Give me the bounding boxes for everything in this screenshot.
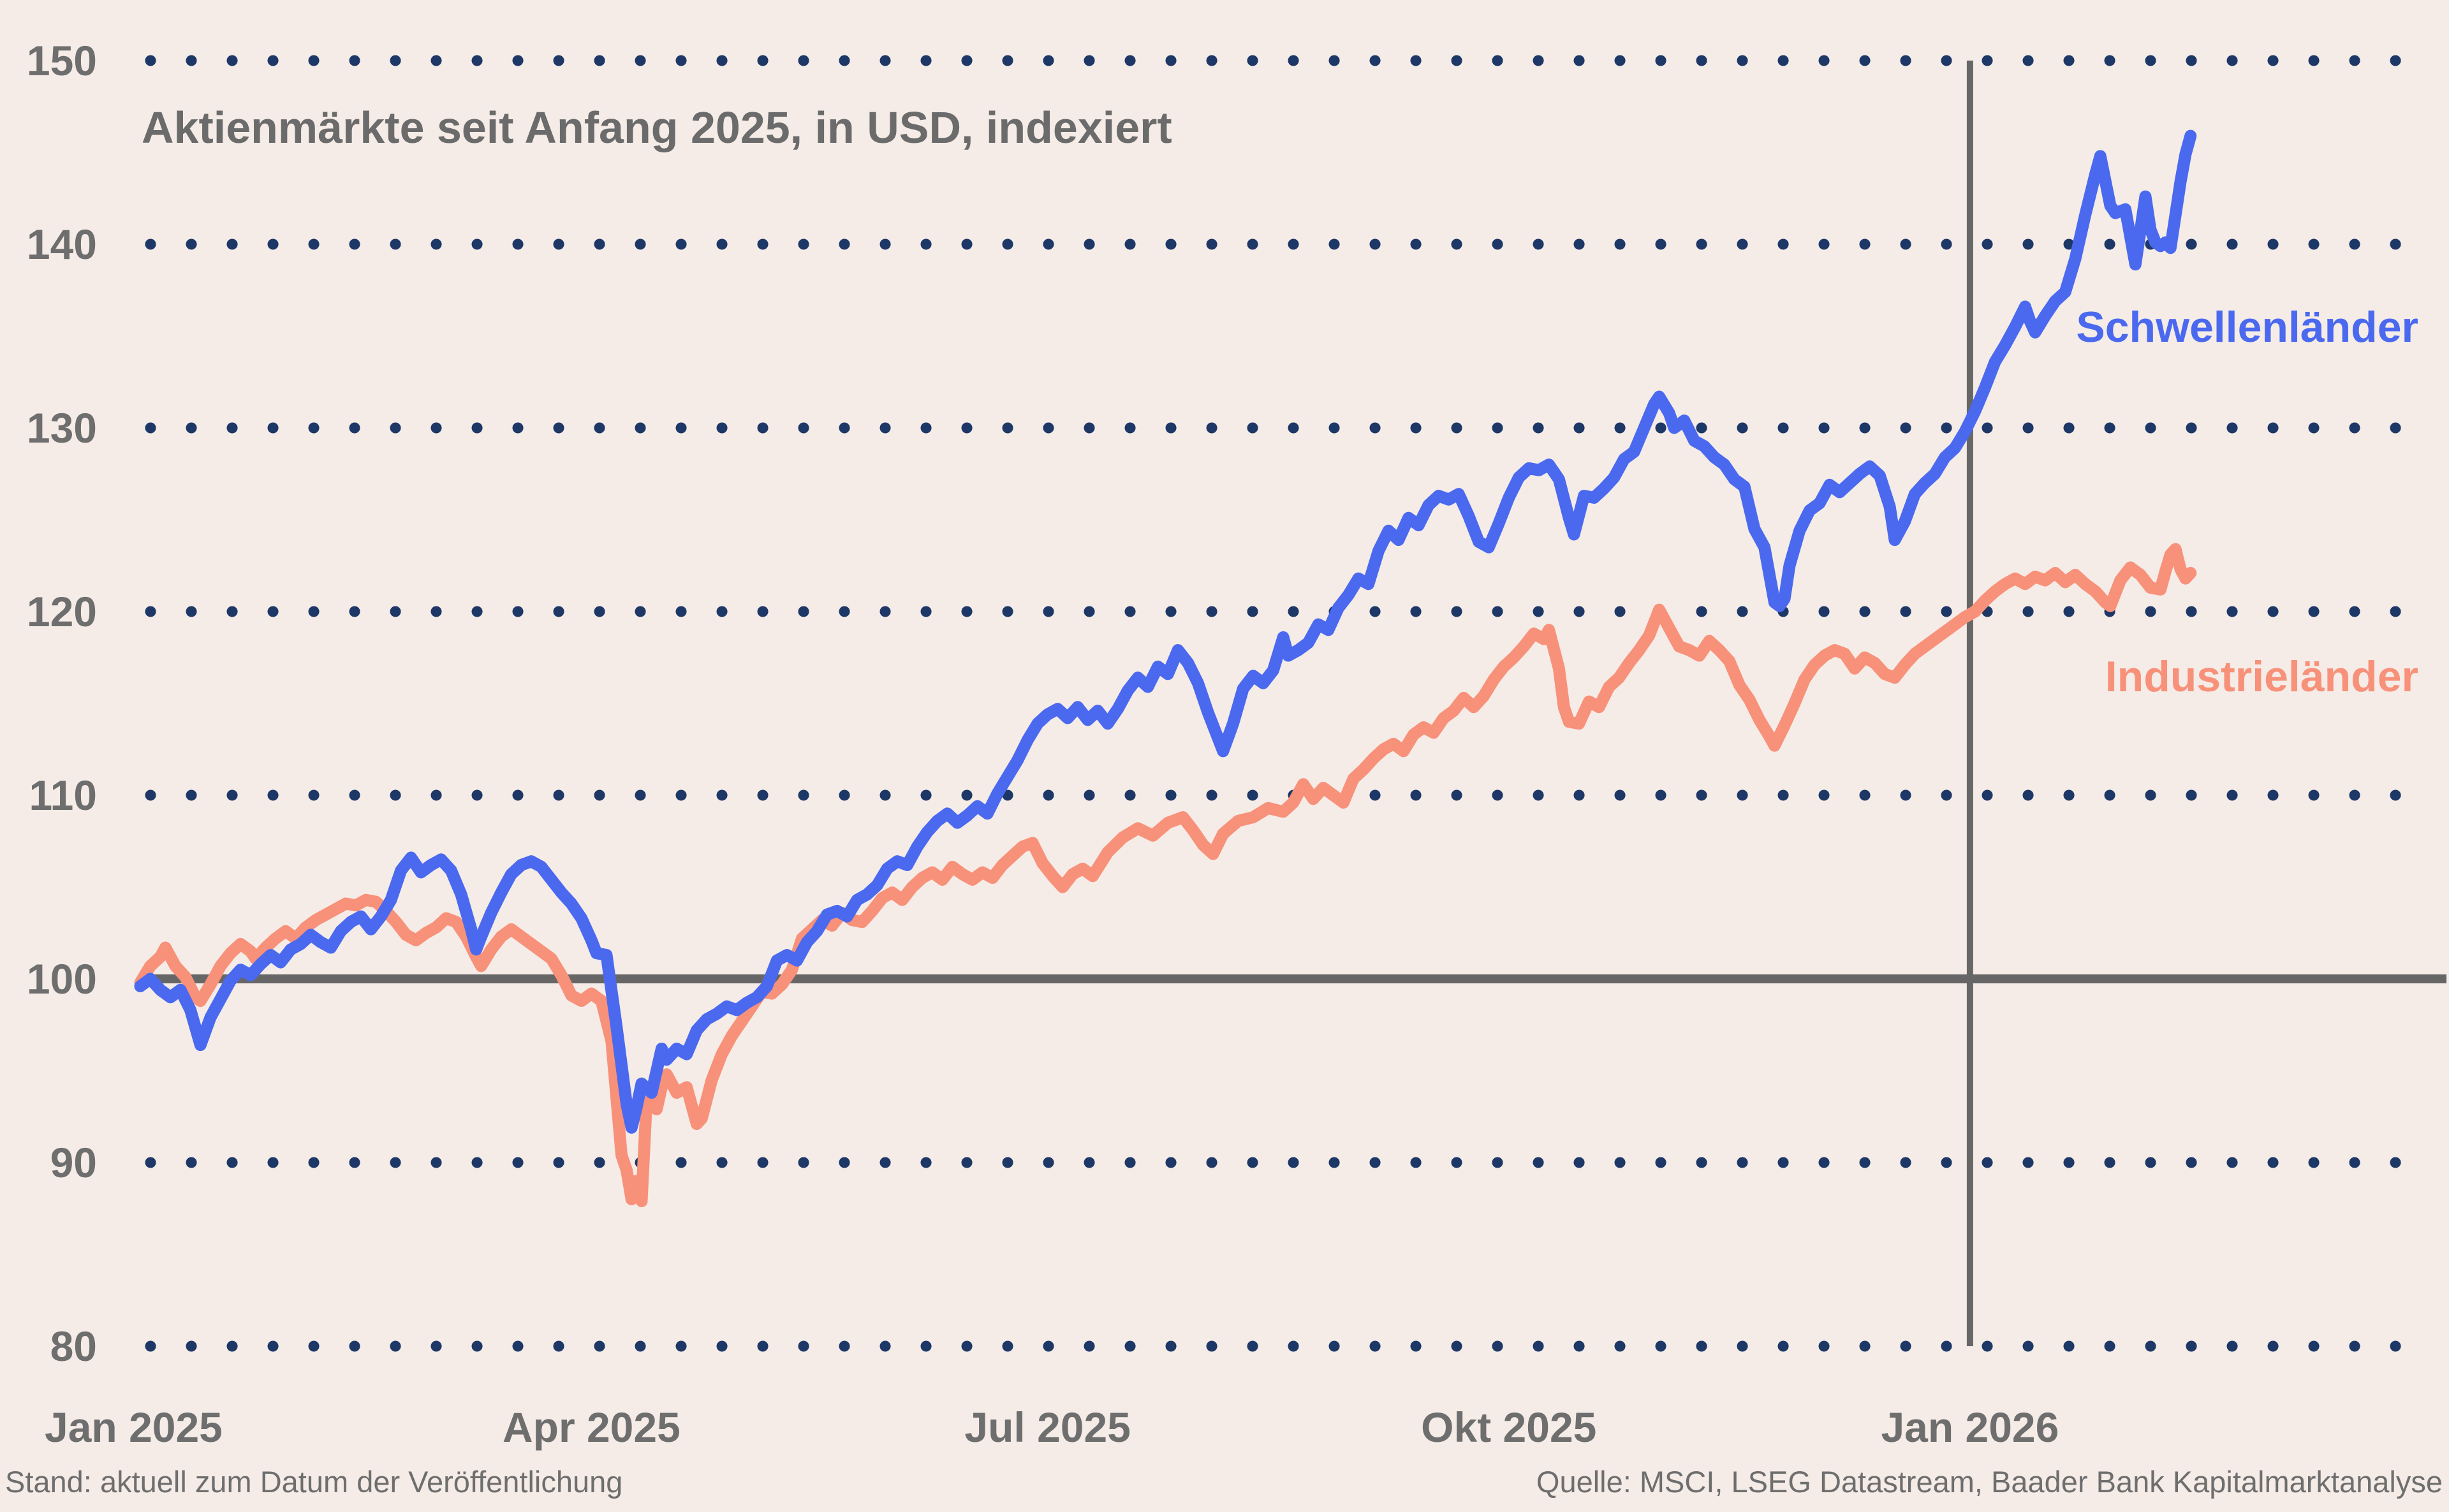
chart-title: Aktienmärkte seit Anfang 2025, in USD, i… [142,103,1172,152]
series-line-industrieländer [134,543,2197,1207]
y-tick-label-100: 100 [26,955,97,1002]
footnote-quelle: Quelle: MSCI, LSEG Datastream, Baader Ba… [1536,1465,2443,1499]
y-tick-label-80: 80 [50,1323,97,1370]
legend-label-industrielaender: Industrieländer [2105,652,2418,701]
y-tick-label-90: 90 [50,1139,97,1186]
x-tick-label-jan-2026: Jan 2026 [1881,1404,2059,1451]
y-tick-label-150: 150 [26,37,97,84]
x-tick-label-jan-2025: Jan 2025 [45,1404,223,1451]
series-line-schwellenländer [134,129,2197,1134]
x-tick-label-okt-2025: Okt 2025 [1421,1404,1597,1451]
y-tick-label-130: 130 [26,404,97,451]
legend-label-schwellenlaender: Schwellenländer [2076,303,2418,351]
x-tick-label-apr-2025: Apr 2025 [502,1404,680,1451]
y-tick-label-110: 110 [29,772,97,819]
y-tick-label-120: 120 [26,588,97,635]
x-tick-label-jul-2025: Jul 2025 [964,1404,1131,1451]
footnote-stand: Stand: aktuell zum Datum der Veröffentli… [5,1465,623,1499]
y-tick-label-140: 140 [26,221,97,268]
